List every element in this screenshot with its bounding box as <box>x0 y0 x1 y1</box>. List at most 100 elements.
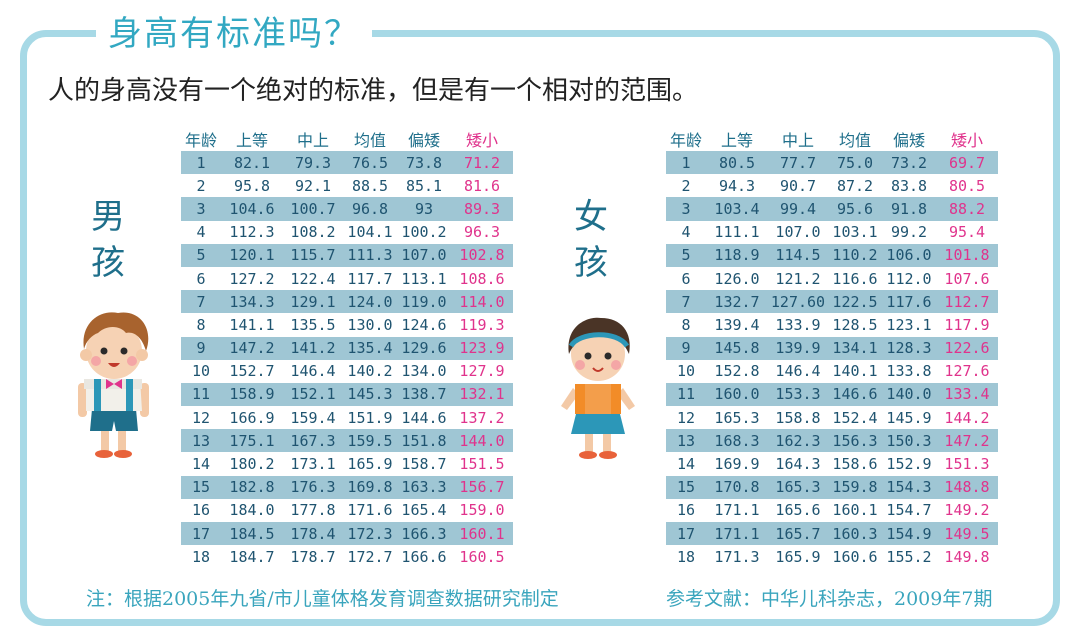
table-row: 16 184.0 177.8 171.6 165.4 159.0 <box>181 499 513 522</box>
cell-upper-middle: 79.3 <box>283 151 343 175</box>
cell-short: 127.6 <box>944 362 990 381</box>
cell-mean: 172.3 <box>343 522 397 546</box>
cell-upper-middle: 146.4 <box>775 362 821 381</box>
cell-mean: 103.1 <box>832 223 878 242</box>
cell-top: 126.0 <box>714 269 760 288</box>
cell-lower: 106.0 <box>882 243 936 267</box>
cell-top: 132.7 <box>706 290 768 314</box>
cell-upper-middle: 99.4 <box>768 197 828 221</box>
cell-short: 117.9 <box>944 315 990 334</box>
cell-top: 80.5 <box>706 151 768 175</box>
cell-lower: 145.9 <box>886 408 932 427</box>
cell-top: 166.9 <box>229 408 275 427</box>
cell-lower: 85.1 <box>405 176 443 195</box>
cell-upper-middle: 141.2 <box>283 336 343 360</box>
cell-lower: 154.7 <box>886 501 932 520</box>
cell-mean: 160.3 <box>828 522 882 546</box>
cell-upper-middle: 165.3 <box>768 475 828 499</box>
cell-mean: 104.1 <box>347 223 393 242</box>
column-header-mean: 均值 <box>838 131 871 150</box>
cell-top: 168.3 <box>706 429 768 453</box>
table-row: 2 95.8 92.1 88.5 85.1 81.6 <box>181 174 513 197</box>
table-row: 4 111.1 107.0 103.1 99.2 95.4 <box>666 221 998 244</box>
cell-age: 6 <box>196 269 206 288</box>
cell-short: 160.5 <box>459 547 505 566</box>
cell-short: 160.1 <box>451 522 513 546</box>
cell-lower: 123.1 <box>886 315 932 334</box>
cell-mean: 96.8 <box>343 197 397 221</box>
cell-top: 184.7 <box>229 547 275 566</box>
cell-age: 12 <box>676 408 696 427</box>
cell-upper-middle: 121.2 <box>775 269 821 288</box>
cell-short: 69.7 <box>936 151 998 175</box>
cell-mean: 151.9 <box>347 408 393 427</box>
column-header-upper-middle: 中上 <box>781 131 814 150</box>
table-row: 10 152.8 146.4 140.1 133.8 127.6 <box>666 360 998 383</box>
cell-mean: 171.6 <box>347 501 393 520</box>
cell-upper-middle: 159.4 <box>290 408 336 427</box>
cell-age: 3 <box>181 197 221 221</box>
table-row: 11 160.0 153.3 146.6 140.0 133.4 <box>666 382 998 407</box>
cell-top: 180.2 <box>229 455 275 474</box>
cell-upper-middle: 135.5 <box>290 315 336 334</box>
column-header-lower: 偏矮 <box>407 131 440 150</box>
cell-mean: 172.7 <box>347 547 393 566</box>
cell-top: 111.1 <box>714 223 760 242</box>
cell-age: 2 <box>196 176 206 195</box>
cell-mean: 116.6 <box>832 269 878 288</box>
cell-mean: 158.6 <box>832 455 878 474</box>
cell-top: 184.5 <box>221 522 283 546</box>
table-row: 14 169.9 164.3 158.6 152.9 151.3 <box>666 452 998 475</box>
cell-mean: 135.4 <box>343 336 397 360</box>
cell-upper-middle: 146.4 <box>290 362 336 381</box>
cell-age: 10 <box>191 362 211 381</box>
cell-age: 1 <box>666 151 706 175</box>
cell-age: 5 <box>666 243 706 267</box>
cell-short: 159.0 <box>459 501 505 520</box>
column-header-age: 年龄 <box>184 131 217 150</box>
cell-mean: 156.3 <box>828 429 882 453</box>
cell-upper-middle: 165.7 <box>768 522 828 546</box>
cell-mean: 165.9 <box>347 455 393 474</box>
column-header-upper-middle: 中上 <box>296 131 329 150</box>
cell-lower: 113.1 <box>401 269 447 288</box>
table-row: 7 132.7 127.60 122.5 117.6 112.7 <box>666 290 998 314</box>
cell-lower: 140.0 <box>882 382 936 407</box>
table-row: 14 180.2 173.1 165.9 158.7 151.5 <box>181 452 513 475</box>
table-row: 4 112.3 108.2 104.1 100.2 96.3 <box>181 221 513 244</box>
cell-short: 95.4 <box>948 223 986 242</box>
cell-mean: 87.2 <box>836 176 874 195</box>
cell-short: 137.2 <box>459 408 505 427</box>
cell-top: 158.9 <box>221 382 283 407</box>
cell-mean: 111.3 <box>343 243 397 267</box>
table-header-row: 年龄 上等 中上 均值 偏矮 矮小 <box>181 127 513 151</box>
cell-upper-middle: 77.7 <box>768 151 828 175</box>
cell-short: 156.7 <box>451 475 513 499</box>
cell-short: 102.8 <box>451 243 513 267</box>
cell-short: 144.0 <box>451 429 513 453</box>
cell-age: 7 <box>666 290 706 314</box>
cell-mean: 134.1 <box>828 336 882 360</box>
cell-lower: 138.7 <box>397 382 451 407</box>
table-row: 8 141.1 135.5 130.0 124.6 119.3 <box>181 313 513 336</box>
cell-upper-middle: 173.1 <box>290 455 336 474</box>
column-header-mean: 均值 <box>353 131 386 150</box>
cell-top: 112.3 <box>229 223 275 242</box>
table-row: 11 158.9 152.1 145.3 138.7 132.1 <box>181 382 513 407</box>
cell-age: 2 <box>681 176 691 195</box>
cell-top: 171.3 <box>714 547 760 566</box>
table-row: 15 170.8 165.3 159.8 154.3 148.8 <box>666 475 998 499</box>
page-title: 身高有标准吗？ <box>96 12 372 56</box>
cell-top: 147.2 <box>221 336 283 360</box>
cell-mean: 76.5 <box>343 151 397 175</box>
cell-top: 184.0 <box>229 501 275 520</box>
cell-upper-middle: 176.3 <box>283 475 343 499</box>
girl-height-table: 年龄 上等 中上 均值 偏矮 矮小 1 80.5 77.7 75.0 73.2 69.7 2 94.3 9… <box>666 127 998 568</box>
cell-short: 112.7 <box>936 290 998 314</box>
infographic-frame <box>20 30 1060 626</box>
cell-lower: 165.4 <box>401 501 447 520</box>
cell-lower: 158.7 <box>401 455 447 474</box>
cell-upper-middle: 152.1 <box>283 382 343 407</box>
cell-lower: 93 <box>397 197 451 221</box>
cell-lower: 151.8 <box>397 429 451 453</box>
